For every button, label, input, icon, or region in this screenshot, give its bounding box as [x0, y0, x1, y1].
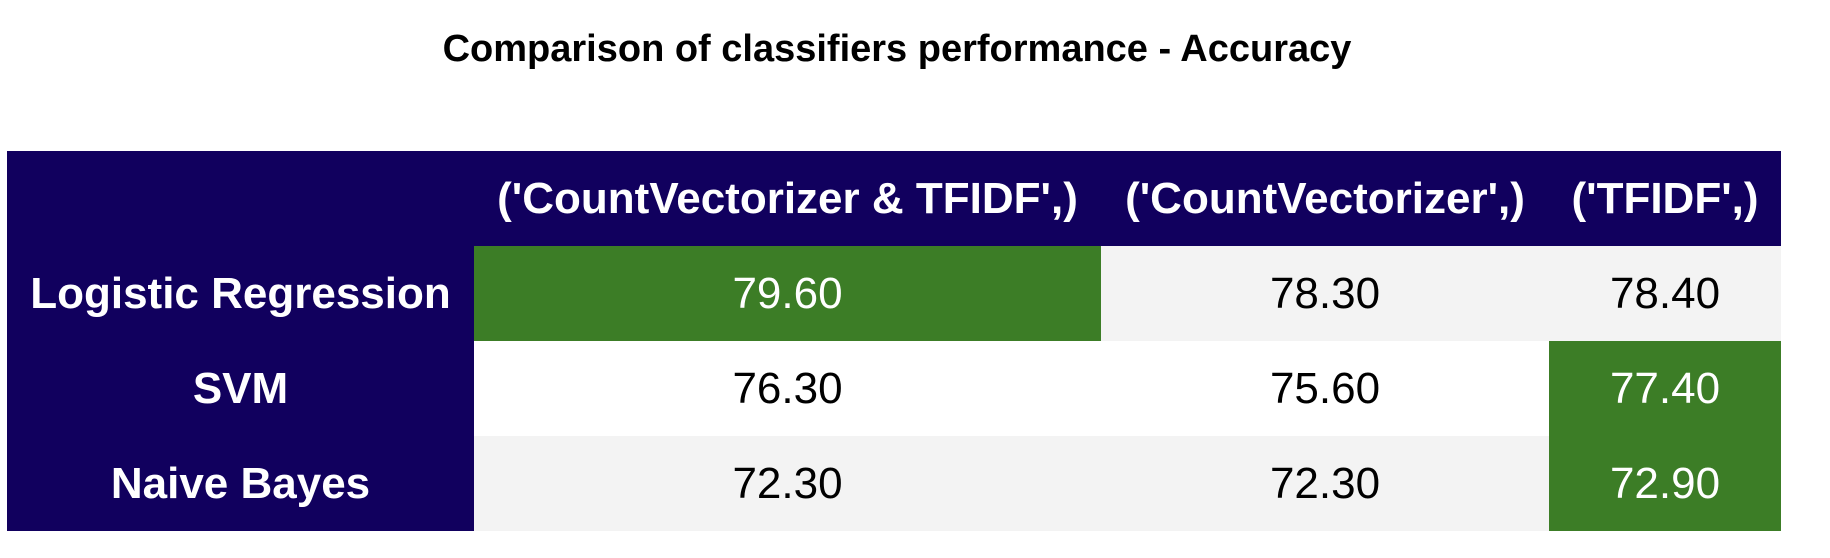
column-header: ('CountVectorizer & TFIDF',): [474, 151, 1101, 246]
row-label: SVM: [7, 341, 474, 436]
best-value-cell: 79.60: [474, 246, 1101, 341]
table-row: Naive Bayes 72.30 72.30 72.90: [7, 436, 1781, 531]
data-cell: 72.30: [474, 436, 1101, 531]
table-row: Logistic Regression 79.60 78.30 78.40: [7, 246, 1781, 341]
corner-cell: [7, 151, 474, 246]
best-value-cell: 77.40: [1549, 341, 1781, 436]
column-header: ('TFIDF',): [1549, 151, 1781, 246]
header-row: ('CountVectorizer & TFIDF',) ('CountVect…: [7, 151, 1781, 246]
row-label: Logistic Regression: [7, 246, 474, 341]
column-header: ('CountVectorizer',): [1101, 151, 1549, 246]
data-cell: 72.30: [1101, 436, 1549, 531]
data-cell: 75.60: [1101, 341, 1549, 436]
data-cell: 78.40: [1549, 246, 1781, 341]
chart-title: Comparison of classifiers performance - …: [442, 28, 1352, 70]
best-value-cell: 72.90: [1549, 436, 1781, 531]
data-cell: 78.30: [1101, 246, 1549, 341]
data-cell: 76.30: [474, 341, 1101, 436]
table-row: SVM 76.30 75.60 77.40: [7, 341, 1781, 436]
row-label: Naive Bayes: [7, 436, 474, 531]
accuracy-table: ('CountVectorizer & TFIDF',) ('CountVect…: [7, 151, 1781, 531]
